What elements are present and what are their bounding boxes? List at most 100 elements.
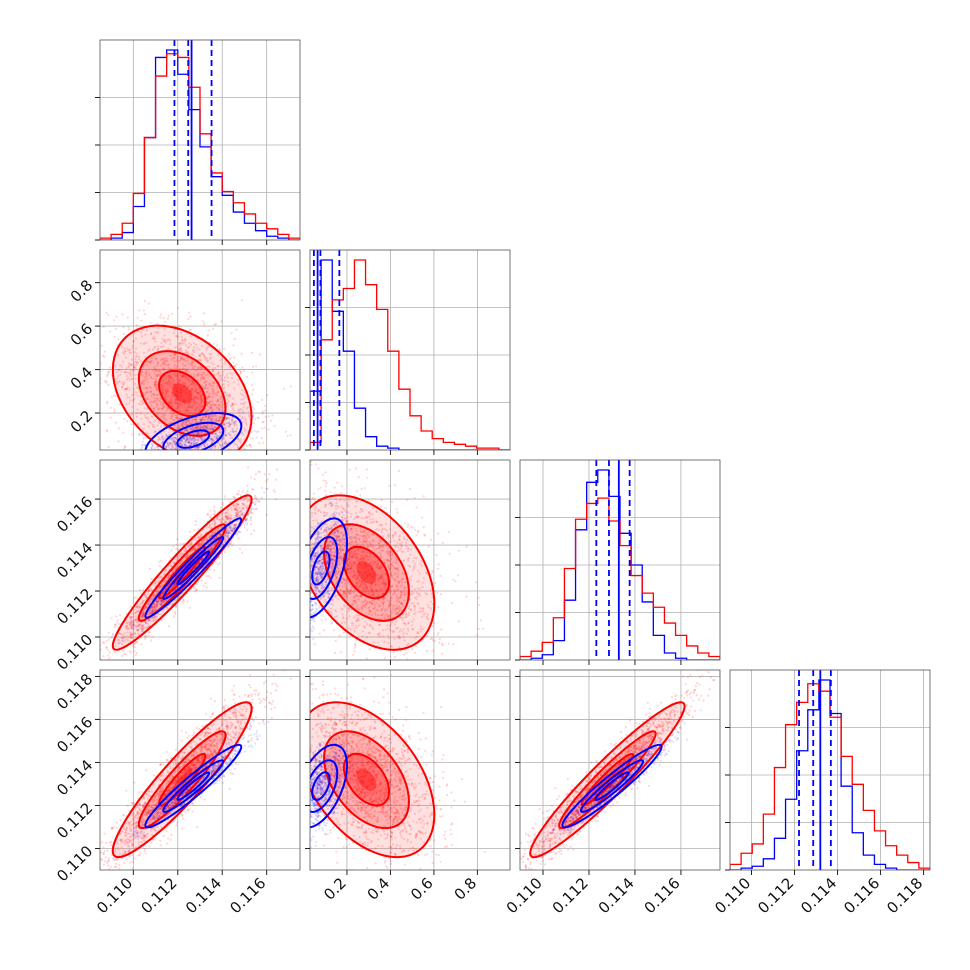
scatter-point: [200, 373, 204, 376]
scatter-point: [211, 417, 214, 421]
scatter-point: [253, 417, 257, 421]
scatter-point: [173, 612, 177, 615]
scatter-point: [213, 445, 216, 448]
scatter-point: [171, 393, 174, 396]
scatter-point: [200, 534, 203, 537]
scatter-point: [193, 447, 196, 450]
scatter-point: [179, 423, 182, 426]
scatter-point: [181, 339, 184, 342]
scatter-point: [224, 429, 227, 432]
scatter-point: [121, 360, 125, 363]
scatter-point: [204, 415, 207, 418]
histogram-panel-1: [305, 249, 511, 455]
scatter-point: [173, 353, 176, 356]
scatter-point: [173, 388, 176, 391]
scatter-point: [206, 444, 209, 447]
scatter-point: [208, 536, 211, 539]
scatter-point: [217, 409, 220, 412]
scatter-point: [169, 377, 172, 380]
scatter-point: [211, 532, 214, 535]
scatter-point: [214, 403, 217, 407]
scatter-point: [202, 453, 204, 455]
scatter-point: [222, 436, 225, 439]
scatter-point: [175, 434, 178, 437]
scatter-point: [248, 414, 251, 417]
scatter-point: [138, 609, 141, 613]
scatter-point: [187, 438, 190, 441]
scatter-point: [155, 331, 158, 334]
scatter-point: [85, 661, 87, 663]
scatter-point: [188, 436, 191, 439]
scatter-point: [117, 337, 120, 341]
scatter-point: [134, 366, 137, 370]
scatter-point: [225, 531, 229, 534]
scatter-point: [233, 424, 236, 427]
scatter-point: [174, 383, 177, 386]
scatter-point: [225, 511, 228, 514]
scatter-point: [194, 387, 198, 390]
scatter-point: [220, 418, 223, 421]
scatter-point: [197, 386, 200, 389]
scatter-point: [153, 447, 156, 450]
scatter-point: [185, 440, 188, 444]
scatter-point: [205, 404, 209, 407]
scatter-point: [188, 436, 191, 439]
scatter-point: [251, 501, 255, 504]
scatter-point: [202, 426, 205, 429]
scatter-point: [210, 439, 213, 442]
scatter-point: [160, 342, 163, 345]
scatter-point: [156, 322, 159, 325]
scatter-point: [207, 427, 210, 430]
scatter-point: [199, 393, 202, 396]
scatter-point: [206, 423, 209, 426]
scatter-point: [173, 562, 176, 565]
scatter-point: [197, 392, 200, 395]
scatter-point: [199, 390, 202, 393]
scatter-point: [215, 373, 218, 376]
scatter-point: [157, 598, 160, 601]
scatter-point: [163, 320, 167, 323]
scatter-point: [61, 711, 63, 713]
scatter-point: [153, 605, 156, 608]
scatter-point: [136, 610, 139, 613]
scatter-point: [235, 423, 238, 426]
scatter-point: [161, 599, 164, 602]
scatter-point: [216, 447, 220, 450]
scatter-point: [155, 399, 158, 402]
scatter-point: [117, 642, 120, 645]
scatter-point: [102, 326, 105, 329]
scatter-point: [188, 328, 191, 331]
scatter-point: [224, 516, 227, 519]
scatter-point: [215, 344, 218, 347]
scatter-point: [242, 402, 245, 405]
scatter-point: [150, 414, 153, 417]
scatter-point: [192, 399, 195, 402]
scatter-point: [183, 444, 187, 447]
scatter-point: [181, 375, 184, 378]
scatter-point: [167, 444, 170, 447]
scatter-point: [228, 425, 231, 428]
scatter-point: [168, 431, 171, 434]
scatter-point: [180, 391, 183, 394]
scatter-point: [172, 395, 175, 398]
scatter-point: [209, 384, 213, 388]
scatter-point: [192, 428, 196, 431]
scatter-point: [213, 420, 216, 423]
scatter-point: [203, 431, 206, 434]
scatter-point: [179, 357, 182, 360]
scatter-point: [175, 447, 178, 450]
scatter-point: [223, 423, 226, 426]
scatter-point: [153, 401, 156, 404]
scatter-point: [152, 607, 155, 610]
scatter-point: [251, 511, 254, 515]
scatter-point: [152, 337, 155, 340]
scatter-point: [165, 433, 168, 436]
scatter-point: [196, 424, 199, 427]
scatter-point: [157, 453, 159, 455]
scatter-point: [209, 357, 212, 360]
scatter-point: [178, 386, 181, 389]
scatter-point: [227, 424, 230, 427]
scatter-point: [176, 348, 180, 351]
scatter-point: [195, 406, 199, 409]
scatter-point: [97, 387, 99, 389]
